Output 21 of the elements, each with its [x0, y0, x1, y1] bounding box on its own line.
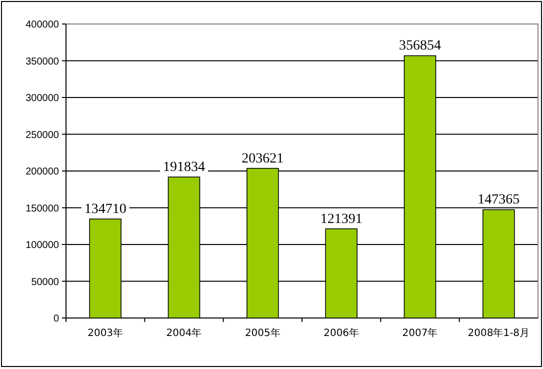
y-tick-label: 50000: [31, 276, 60, 288]
y-tick-label: 350000: [26, 56, 60, 68]
data-label: 203621: [242, 151, 284, 166]
y-tick-label: 250000: [26, 130, 60, 141]
data-label: 121391: [320, 212, 362, 227]
x-tick-label: 2006年: [324, 327, 360, 339]
x-tick-label: 2004年: [166, 327, 202, 339]
x-tick-label: 2008年1-8月: [468, 327, 530, 339]
y-tick-label: 300000: [26, 93, 60, 104]
y-tick-label: 400000: [26, 20, 60, 30]
x-tick-label: 2005年: [244, 327, 280, 339]
y-tick-label: 100000: [26, 240, 60, 251]
y-tick-label: 150000: [26, 203, 60, 214]
data-label: 134710: [84, 202, 126, 217]
data-label: 356854: [399, 38, 441, 54]
data-label: 191834: [163, 160, 205, 175]
data-label: 147365: [478, 192, 520, 208]
x-tick-label: 2003年: [88, 327, 124, 339]
x-tick-label: 2007年: [402, 327, 438, 339]
y-tick-label: 0: [53, 314, 60, 324]
y-tick-label: 200000: [26, 166, 60, 178]
